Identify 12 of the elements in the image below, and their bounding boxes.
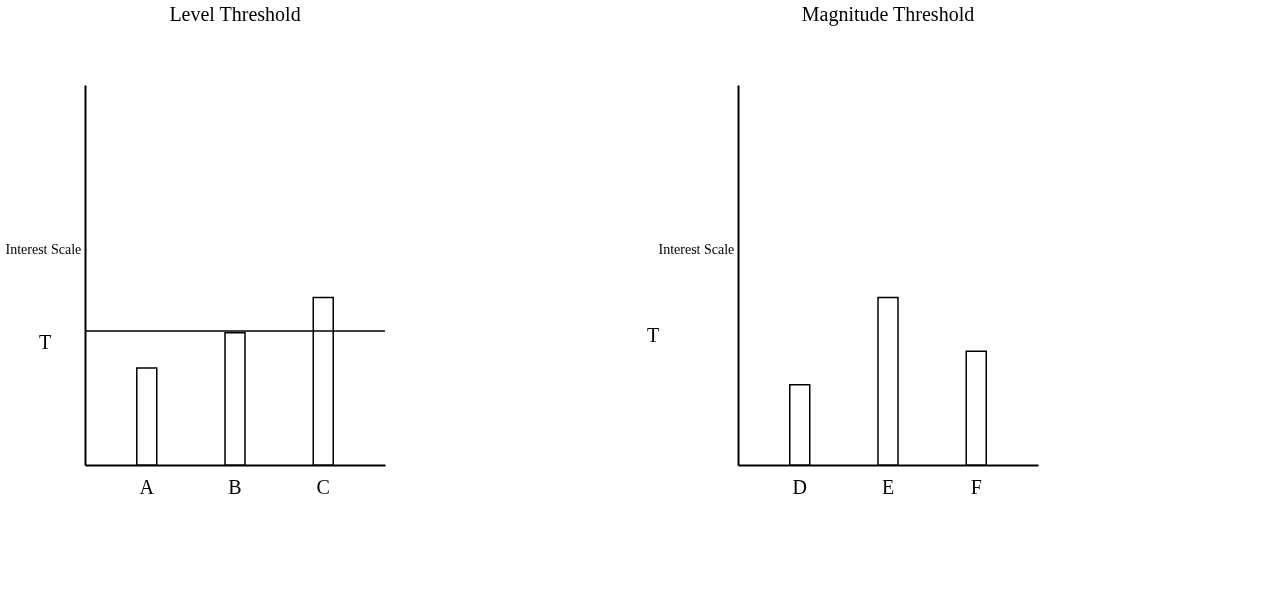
chart-title: Level Threshold	[169, 3, 301, 25]
x-tick-label: D	[792, 475, 807, 498]
x-tick-label: F	[970, 475, 982, 498]
y-axis-title: Interest Scale	[5, 241, 82, 257]
x-tick-label: E	[881, 475, 895, 498]
ref-line-label: T	[38, 331, 52, 354]
chart-title: Magnitude Threshold	[801, 3, 975, 26]
text: T	[646, 323, 660, 346]
x-tick-label: C	[316, 475, 330, 498]
y-axis-title: Interest Scale	[658, 241, 735, 257]
x-tick-label: A	[139, 475, 155, 498]
x-tick-label: B	[228, 475, 242, 498]
